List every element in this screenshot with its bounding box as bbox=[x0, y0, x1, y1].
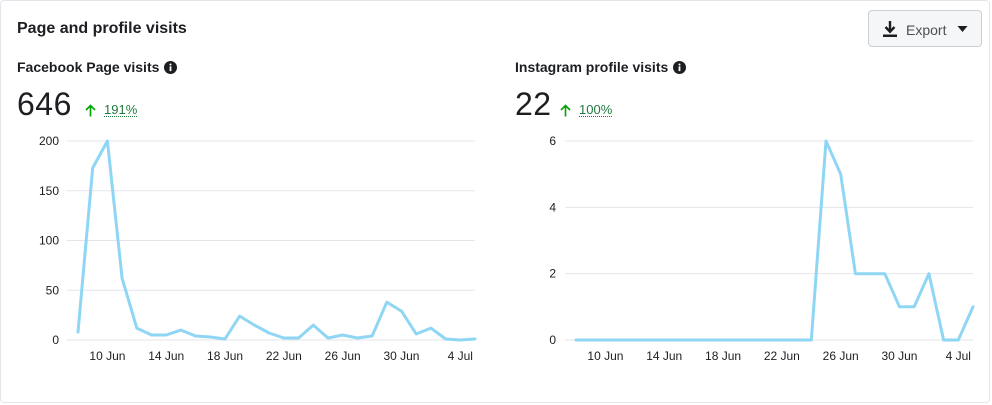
caret-down-icon bbox=[957, 26, 968, 32]
export-button[interactable]: Export bbox=[868, 10, 982, 47]
data-point[interactable] bbox=[837, 170, 845, 178]
x-tick-label: 26 Jun bbox=[823, 349, 859, 363]
y-tick-label: 50 bbox=[46, 283, 60, 297]
y-tick-label: 6 bbox=[549, 134, 556, 148]
x-tick-label: 22 Jun bbox=[266, 349, 302, 363]
arrow-up-icon bbox=[85, 103, 96, 116]
x-tick-label: 18 Jun bbox=[207, 349, 243, 363]
y-tick-label: 0 bbox=[549, 333, 556, 347]
series-line bbox=[76, 139, 477, 342]
series-line bbox=[574, 139, 975, 342]
data-point[interactable] bbox=[793, 336, 801, 344]
facebook-change-pct[interactable]: 191% bbox=[104, 102, 138, 117]
data-point[interactable] bbox=[748, 336, 756, 344]
x-tick-label: 30 Jun bbox=[383, 349, 419, 363]
facebook-label-text: Facebook Page visits bbox=[17, 59, 160, 75]
data-point[interactable] bbox=[895, 303, 903, 311]
x-tick-label: 14 Jun bbox=[646, 349, 682, 363]
data-point[interactable] bbox=[601, 336, 609, 344]
data-point[interactable] bbox=[587, 336, 595, 344]
data-point[interactable] bbox=[910, 303, 918, 311]
y-tick-label: 0 bbox=[52, 333, 59, 347]
y-tick-label: 4 bbox=[549, 200, 556, 214]
export-label: Export bbox=[906, 22, 947, 38]
data-point[interactable] bbox=[631, 336, 639, 344]
instagram-change-pct[interactable]: 100% bbox=[579, 102, 613, 117]
data-point[interactable] bbox=[851, 270, 859, 278]
download-icon bbox=[883, 21, 897, 37]
x-tick-label: 30 Jun bbox=[881, 349, 917, 363]
facebook-total: 646 bbox=[17, 86, 72, 122]
x-tick-label: 10 Jun bbox=[587, 349, 623, 363]
x-tick-label: 26 Jun bbox=[325, 349, 361, 363]
x-tick-label: 22 Jun bbox=[764, 349, 800, 363]
data-point[interactable] bbox=[734, 336, 742, 344]
data-point[interactable] bbox=[925, 270, 933, 278]
instagram-section-label: Instagram profile visits bbox=[515, 59, 687, 75]
data-point[interactable] bbox=[940, 336, 948, 344]
y-tick-label: 150 bbox=[39, 184, 59, 198]
data-point[interactable] bbox=[704, 336, 712, 344]
data-point[interactable] bbox=[690, 336, 698, 344]
data-point[interactable] bbox=[969, 303, 977, 311]
facebook-change: 191% bbox=[85, 102, 138, 117]
info-icon[interactable] bbox=[164, 60, 178, 74]
data-point[interactable] bbox=[822, 137, 830, 145]
arrow-up-icon bbox=[560, 103, 571, 116]
x-tick-label: 4 Jul bbox=[946, 349, 971, 363]
y-tick-label: 200 bbox=[39, 134, 59, 148]
data-point[interactable] bbox=[572, 336, 580, 344]
data-point[interactable] bbox=[616, 336, 624, 344]
y-tick-label: 2 bbox=[549, 267, 556, 281]
data-point[interactable] bbox=[881, 270, 889, 278]
instagram-change: 100% bbox=[560, 102, 613, 117]
y-tick-label: 100 bbox=[39, 234, 59, 248]
data-point[interactable] bbox=[954, 336, 962, 344]
data-point[interactable] bbox=[763, 336, 771, 344]
facebook-section-label: Facebook Page visits bbox=[17, 59, 178, 75]
data-point[interactable] bbox=[660, 336, 668, 344]
info-icon[interactable] bbox=[673, 60, 687, 74]
x-tick-label: 18 Jun bbox=[705, 349, 741, 363]
card-title: Page and profile visits bbox=[17, 20, 187, 37]
instagram-total: 22 bbox=[515, 86, 552, 122]
data-point[interactable] bbox=[866, 270, 874, 278]
x-tick-label: 4 Jul bbox=[448, 349, 473, 363]
instagram-label-text: Instagram profile visits bbox=[515, 59, 669, 75]
x-tick-label: 10 Jun bbox=[89, 349, 125, 363]
x-tick-label: 14 Jun bbox=[148, 349, 184, 363]
data-point[interactable] bbox=[807, 336, 815, 344]
data-point[interactable] bbox=[675, 336, 683, 344]
data-point[interactable] bbox=[719, 336, 727, 344]
data-point[interactable] bbox=[778, 336, 786, 344]
data-point[interactable] bbox=[646, 336, 654, 344]
